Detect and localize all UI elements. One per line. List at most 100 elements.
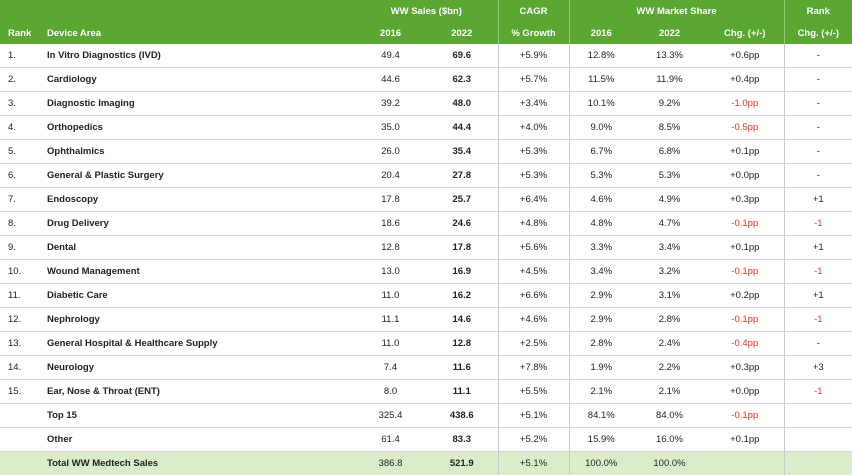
cagr-cell: +4.0% bbox=[497, 115, 570, 140]
cagr-cell: +5.6% bbox=[497, 235, 570, 260]
header-share-change: Chg. (+/-) bbox=[706, 22, 785, 44]
rank-cell: 9. bbox=[0, 235, 44, 260]
share-2022-cell: 11.9% bbox=[633, 67, 707, 92]
sales-2022-cell: 27.8 bbox=[426, 163, 499, 188]
share-2022-cell: 2.1% bbox=[633, 379, 707, 404]
share-change-cell: +0.1pp bbox=[706, 427, 785, 452]
share-change-cell: +0.3pp bbox=[706, 355, 785, 380]
share-2022-cell: 2.8% bbox=[633, 307, 707, 332]
rank-change-cell: - bbox=[783, 115, 852, 140]
share-change-cell: +0.3pp bbox=[706, 187, 785, 212]
sales-2016-cell: 325.4 bbox=[355, 403, 426, 428]
rank-cell bbox=[0, 427, 44, 452]
header-ww-sales: WW Sales ($bn) bbox=[355, 0, 499, 22]
table-row: 2. Cardiology 44.6 62.3 +5.7% 11.5% 11.9% +0.4p… bbox=[0, 67, 852, 92]
header-rank: Rank bbox=[0, 22, 44, 44]
sales-2022-cell: 14.6 bbox=[426, 307, 499, 332]
device-area-cell: Cardiology bbox=[44, 67, 355, 92]
device-area-cell: Diabetic Care bbox=[44, 283, 355, 308]
sales-2022-cell: 48.0 bbox=[426, 91, 499, 116]
share-2016-cell: 15.9% bbox=[568, 427, 634, 452]
cagr-cell: +4.6% bbox=[497, 307, 570, 332]
share-change-cell: -0.5pp bbox=[706, 115, 785, 140]
share-2016-cell: 3.3% bbox=[568, 235, 634, 260]
rank-change-cell: -1 bbox=[783, 259, 852, 284]
rank-change-cell: +3 bbox=[783, 355, 852, 380]
table-row: Other 61.4 83.3 +5.2% 15.9% 16.0% +0.1pp bbox=[0, 427, 852, 452]
share-2022-cell: 4.9% bbox=[633, 187, 707, 212]
share-change-cell: +0.4pp bbox=[706, 67, 785, 92]
sales-2022-cell: 24.6 bbox=[426, 211, 499, 236]
header-share-2022: 2022 bbox=[633, 22, 707, 44]
sales-2016-cell: 11.0 bbox=[355, 283, 426, 308]
rank-change-cell bbox=[783, 403, 852, 428]
share-2022-cell: 2.2% bbox=[633, 355, 707, 380]
total-cagr-cell: +5.1% bbox=[497, 451, 570, 475]
sales-2022-cell: 11.1 bbox=[426, 379, 499, 404]
header-share-2016: 2016 bbox=[568, 22, 634, 44]
cagr-cell: +5.3% bbox=[497, 139, 570, 164]
device-area-cell: General Hospital & Healthcare Supply bbox=[44, 331, 355, 356]
sales-2016-cell: 11.0 bbox=[355, 331, 426, 356]
share-change-cell: +0.0pp bbox=[706, 379, 785, 404]
device-area-cell: Drug Delivery bbox=[44, 211, 355, 236]
rank-change-cell: - bbox=[783, 331, 852, 356]
share-2016-cell: 2.1% bbox=[568, 379, 634, 404]
device-area-cell: Endoscopy bbox=[44, 187, 355, 212]
table-row: 7. Endoscopy 17.8 25.7 +6.4% 4.6% 4.9% +0.3pp +1 bbox=[0, 187, 852, 212]
rank-cell: 10. bbox=[0, 259, 44, 284]
cagr-cell: +5.5% bbox=[497, 379, 570, 404]
share-2016-cell: 2.9% bbox=[568, 307, 634, 332]
sales-2016-cell: 49.4 bbox=[355, 44, 426, 68]
table-row: 4. Orthopedics 35.0 44.4 +4.0% 9.0% 8.5% -0.5pp… bbox=[0, 115, 852, 140]
table-row: 8. Drug Delivery 18.6 24.6 +4.8% 4.8% 4.7% -0.1… bbox=[0, 211, 852, 236]
device-area-cell: Nephrology bbox=[44, 307, 355, 332]
cagr-cell: +5.9% bbox=[497, 44, 570, 68]
rank-change-cell bbox=[783, 427, 852, 452]
device-area-cell: General & Plastic Surgery bbox=[44, 163, 355, 188]
header-rank-change: Rank bbox=[783, 0, 852, 22]
rank-cell: 6. bbox=[0, 163, 44, 188]
header-cagr: CAGR bbox=[497, 0, 570, 22]
sales-2016-cell: 20.4 bbox=[355, 163, 426, 188]
sales-2016-cell: 61.4 bbox=[355, 427, 426, 452]
cagr-cell: +5.3% bbox=[497, 163, 570, 188]
cagr-cell: +5.7% bbox=[497, 67, 570, 92]
header-rank-change-sub: Chg. (+/-) bbox=[783, 22, 852, 44]
table-row: 9. Dental 12.8 17.8 +5.6% 3.3% 3.4% +0.1pp +1 bbox=[0, 235, 852, 260]
header-device-area: Device Area bbox=[44, 22, 355, 44]
share-2016-cell: 9.0% bbox=[568, 115, 634, 140]
rank-cell: 12. bbox=[0, 307, 44, 332]
share-change-cell: -0.1pp bbox=[706, 307, 785, 332]
share-2022-cell: 6.8% bbox=[633, 139, 707, 164]
device-area-cell: In Vitro Diagnostics (IVD) bbox=[44, 44, 355, 68]
rank-change-cell: -1 bbox=[783, 379, 852, 404]
sales-2022-cell: 16.2 bbox=[426, 283, 499, 308]
share-2016-cell: 11.5% bbox=[568, 67, 634, 92]
sales-2022-cell: 17.8 bbox=[426, 235, 499, 260]
sales-2016-cell: 7.4 bbox=[355, 355, 426, 380]
share-2022-cell: 5.3% bbox=[633, 163, 707, 188]
device-area-cell: Dental bbox=[44, 235, 355, 260]
table-body: 1. In Vitro Diagnostics (IVD) 49.4 69.6 +5.9… bbox=[0, 44, 852, 475]
header-row-bottom: Rank Device Area 2016 2022 % Growth 2016… bbox=[0, 22, 852, 44]
share-2016-cell: 4.6% bbox=[568, 187, 634, 212]
share-2022-cell: 13.3% bbox=[633, 44, 707, 68]
sales-2016-cell: 26.0 bbox=[355, 139, 426, 164]
share-2016-cell: 84.1% bbox=[568, 403, 634, 428]
device-area-cell: Ear, Nose & Throat (ENT) bbox=[44, 379, 355, 404]
header-blank-area bbox=[44, 0, 355, 22]
sales-2016-cell: 44.6 bbox=[355, 67, 426, 92]
rank-change-cell: - bbox=[783, 67, 852, 92]
device-area-cell: Wound Management bbox=[44, 259, 355, 284]
sales-2016-cell: 13.0 bbox=[355, 259, 426, 284]
rank-cell: 3. bbox=[0, 91, 44, 116]
rank-cell: 5. bbox=[0, 139, 44, 164]
table-row: 12. Nephrology 11.1 14.6 +4.6% 2.9% 2.8% -0.1pp… bbox=[0, 307, 852, 332]
cagr-cell: +3.4% bbox=[497, 91, 570, 116]
share-2016-cell: 5.3% bbox=[568, 163, 634, 188]
share-2022-cell: 3.4% bbox=[633, 235, 707, 260]
sales-2022-cell: 16.9 bbox=[426, 259, 499, 284]
cagr-cell: +6.6% bbox=[497, 283, 570, 308]
